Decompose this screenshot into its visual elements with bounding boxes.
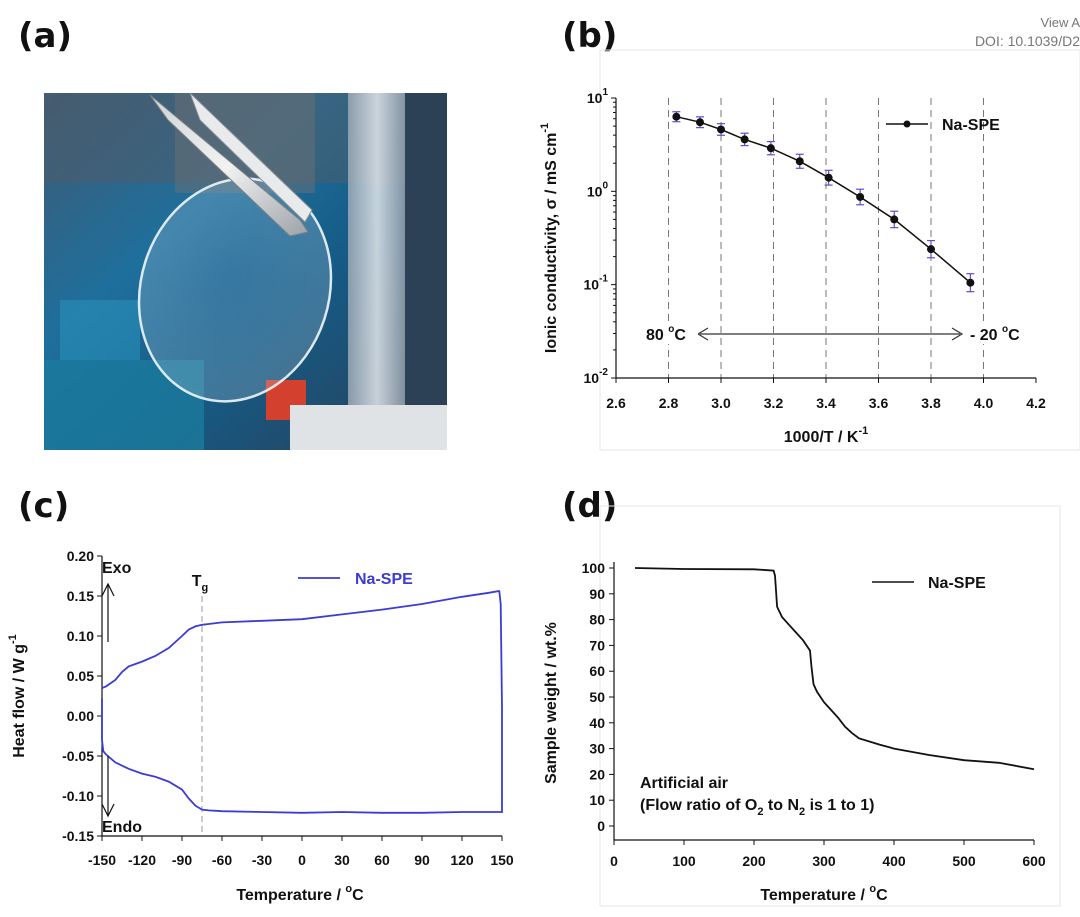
y-tick-label: 10-1 — [584, 274, 609, 293]
y-tick-label: 0.15 — [67, 588, 94, 604]
y-tick-label: 10 — [589, 792, 605, 808]
y-tick-label: 0.00 — [67, 708, 94, 724]
x-tick-label: 60 — [374, 852, 390, 868]
y-tick-label: 70 — [589, 637, 605, 653]
x-tick-label: 0 — [610, 853, 618, 869]
legend-label: Na-SPE — [942, 117, 1000, 134]
data-point — [966, 278, 975, 287]
series-line — [101, 590, 503, 814]
y-tick-label: 60 — [589, 663, 605, 679]
annotation-line1: Artificial air — [640, 775, 728, 792]
legend-label: Na-SPE — [355, 571, 413, 588]
data-point — [672, 112, 681, 121]
legend-label: Na-SPE — [928, 575, 986, 592]
y-tick-label: 100 — [582, 560, 606, 576]
x-tick-label: 120 — [450, 852, 474, 868]
x-tick-label: 4.0 — [974, 395, 994, 411]
y-tick-label: 90 — [589, 586, 605, 602]
doi-text: DOI: 10.1039/D2 — [974, 33, 1080, 49]
data-point — [717, 125, 725, 134]
x-tick-label: -60 — [212, 852, 232, 868]
endo-arrow-head — [101, 803, 115, 818]
panel-d-frame — [599, 505, 1061, 907]
header-text: View A DOI: 10.1039/D2 — [975, 14, 1080, 50]
x-tick-label: 30 — [334, 852, 350, 868]
y-tick-label: 10-2 — [584, 367, 609, 386]
y-tick-label: 0.05 — [67, 668, 94, 684]
endo-label: Endo — [102, 819, 142, 836]
y-tick-label: 0.20 — [67, 548, 94, 564]
data-point — [696, 118, 704, 127]
x-axis-title: Temperature / oC — [760, 883, 888, 904]
view-article-link[interactable]: View A — [1040, 15, 1080, 30]
x-tick-label: 4.2 — [1026, 395, 1046, 411]
annotation-right: - 20 oC — [970, 324, 1020, 344]
panel-label-c: (c) — [18, 486, 70, 526]
x-tick-label: -120 — [128, 852, 156, 868]
panel-b-frame — [599, 49, 1080, 451]
y-axis-title: Heat flow / W g-1 — [7, 634, 28, 758]
y-tick-label: 100 — [587, 180, 609, 199]
data-point — [927, 245, 935, 254]
exo-arrow-head — [101, 582, 115, 597]
y-tick-label: 30 — [589, 741, 605, 757]
annotation-bg — [642, 322, 698, 344]
x-tick-label: 3.4 — [816, 395, 836, 411]
y-tick-label: 50 — [589, 689, 605, 705]
y-tick-label: 20 — [589, 766, 605, 782]
y-axis-title: Sample weight / wt.% — [543, 622, 560, 784]
x-tick-label: -90 — [172, 852, 192, 868]
x-tick-label: 3.0 — [711, 395, 731, 411]
x-axis-title: 1000/T / K-1 — [784, 425, 868, 446]
x-tick-label: 600 — [1022, 853, 1046, 869]
x-tick-label: 150 — [490, 852, 514, 868]
y-axis-title: Ionic conductivity, σ / mS cm-1 — [539, 123, 560, 353]
x-tick-label: 0 — [298, 852, 306, 868]
x-tick-label: 90 — [414, 852, 430, 868]
series-line — [634, 567, 1035, 771]
x-tick-label: 400 — [882, 853, 906, 869]
x-tick-label: 3.8 — [921, 395, 941, 411]
tg-label: Tg — [192, 573, 209, 594]
x-tick-label: -150 — [88, 852, 116, 868]
y-tick-label: 101 — [587, 87, 609, 106]
y-tick-label: 0 — [597, 818, 605, 834]
legend-marker — [903, 120, 911, 128]
x-axis-title: Temperature / oC — [236, 883, 364, 904]
y-tick-label: 80 — [589, 612, 605, 628]
y-tick-label: -0.15 — [62, 828, 94, 844]
x-tick-label: 100 — [672, 853, 696, 869]
y-tick-label: 40 — [589, 715, 605, 731]
y-tick-label: -0.10 — [62, 788, 94, 804]
panel-label-b: (b) — [562, 16, 618, 56]
x-tick-label: 3.6 — [869, 395, 889, 411]
data-point — [824, 173, 833, 182]
x-tick-label: -30 — [252, 852, 272, 868]
annotation-bg — [966, 322, 1032, 344]
x-tick-label: 300 — [812, 853, 836, 869]
data-point — [856, 192, 865, 201]
data-point — [766, 144, 775, 153]
panel-label-a: (a) — [18, 16, 73, 56]
exo-label: Exo — [102, 560, 132, 577]
y-tick-label: 0.10 — [67, 628, 94, 644]
data-point — [740, 135, 749, 144]
annotation-left: 80 oC — [646, 324, 686, 344]
annotation-line2: (Flow ratio of O2 to N2 is 1 to 1) — [640, 797, 874, 818]
x-tick-label: 3.2 — [764, 395, 784, 411]
y-tick-label: -0.05 — [62, 748, 94, 764]
x-tick-label: 2.8 — [659, 395, 679, 411]
data-point — [890, 215, 899, 224]
x-tick-label: 200 — [742, 853, 766, 869]
x-tick-label: 2.6 — [606, 395, 626, 411]
data-point — [795, 157, 804, 166]
range-arrow-head-right — [951, 327, 964, 341]
x-tick-label: 500 — [952, 853, 976, 869]
